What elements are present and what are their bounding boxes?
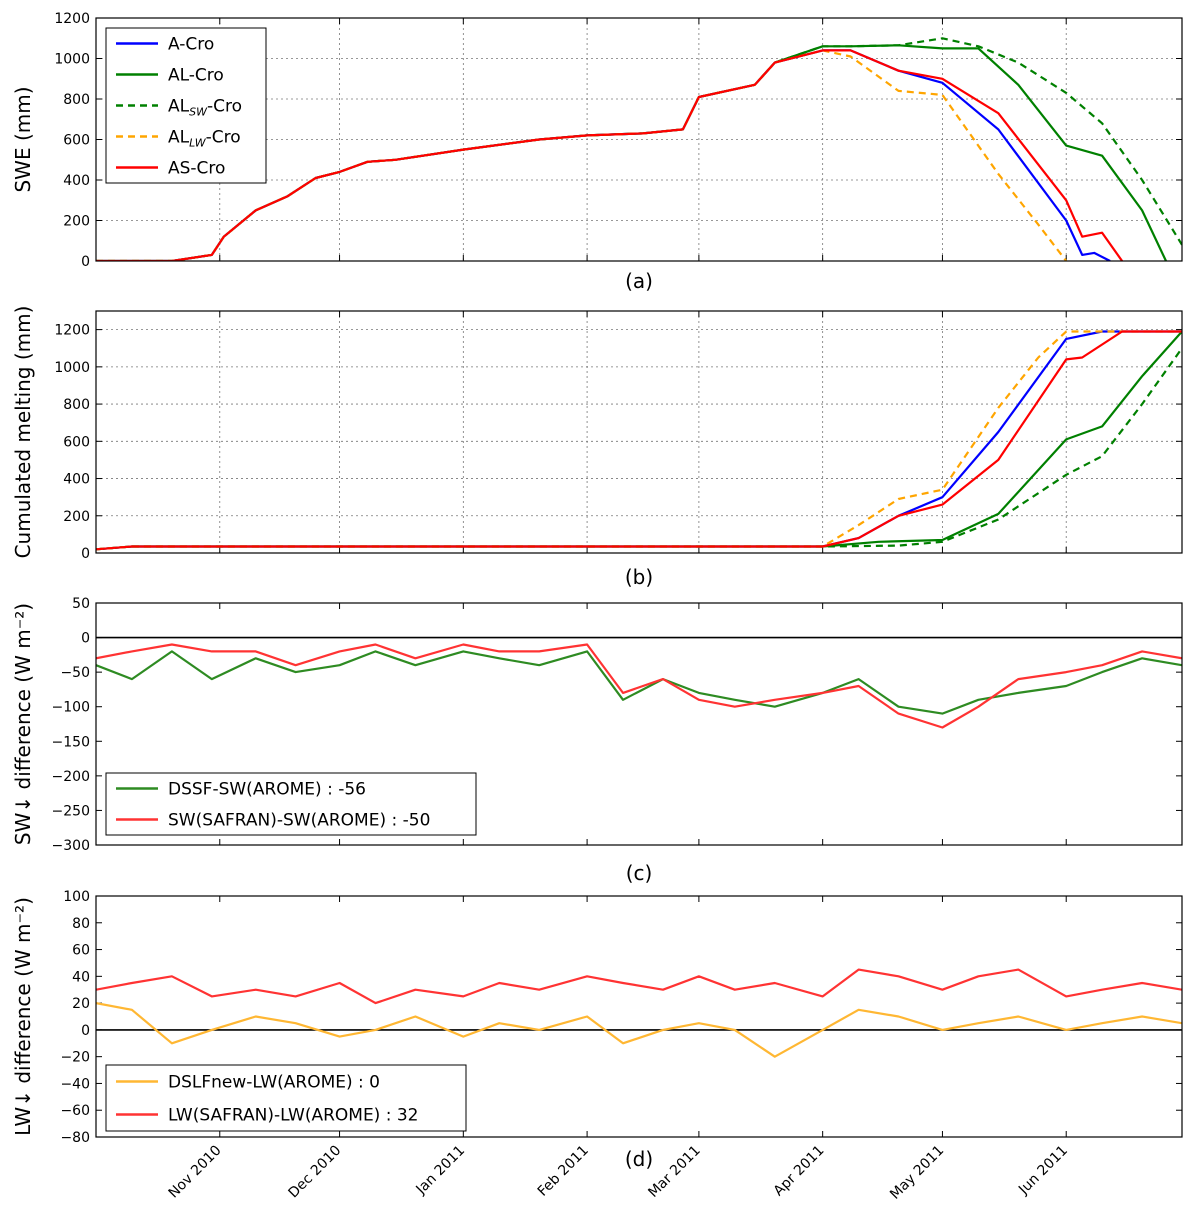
y-tick-label: −20 (60, 1050, 90, 1066)
y-tick-label: 800 (63, 397, 90, 413)
y-tick-label: 0 (81, 631, 90, 647)
y-axis-label: LW↓ difference (W m⁻²) (11, 897, 35, 1136)
legend-box (105, 772, 477, 836)
panel-d-lw-difference: −80 −60 −40 −20 0 20 40 60 80 100 LW↓ difference (… (11, 889, 1183, 1203)
y-tick-label: −200 (52, 769, 90, 785)
series-line-al-lw-cro (96, 49, 1068, 261)
y-tick-label: 0 (81, 254, 90, 270)
panel-c-sw-difference: −300 −250 −200 −150 −100 −50 0 50 SW↓ difference… (11, 596, 1183, 885)
legend: A-Cro AL-Cro ALSW-Cro ALLW-Cro AS-Cro (105, 27, 267, 184)
axes-frame (95, 602, 1183, 846)
y-tick-label: 600 (63, 133, 90, 149)
series-line-al-sw-cro (96, 347, 1182, 551)
panel-caption: (b) (625, 565, 653, 589)
panel-caption: (d) (625, 1147, 653, 1171)
legend-label: SW(SAFRAN)-SW(AROME) : -50 (168, 811, 430, 831)
y-tick-label: −50 (60, 665, 90, 681)
y-tick-label: 100 (63, 889, 90, 905)
series-group (96, 643, 1182, 729)
y-tick-label: 400 (63, 173, 90, 189)
y-tick-label: 800 (63, 92, 90, 108)
series-group (96, 968, 1182, 1058)
y-tick-label: 400 (63, 472, 90, 488)
axes-frame (95, 17, 1183, 262)
y-tick-label: 40 (72, 969, 90, 985)
y-tick-label: −100 (52, 700, 90, 716)
x-tick-label: Mar 2011 (645, 1143, 703, 1201)
legend-label: AS-Cro (168, 159, 225, 179)
x-tick-label: Jun 2011 (1015, 1143, 1071, 1199)
x-tick-label: Dec 2010 (286, 1143, 345, 1202)
x-tick-label: May 2011 (887, 1143, 947, 1203)
series-group (96, 330, 1182, 551)
y-tick-label: −40 (60, 1076, 90, 1092)
legend-box (105, 1064, 467, 1132)
y-axis-label: SW↓ difference (W m⁻²) (11, 603, 35, 845)
y-tick-label: −250 (52, 803, 90, 819)
x-tick-label: Apr 2011 (771, 1143, 828, 1200)
panel-caption: (a) (625, 269, 653, 293)
y-tick-label: 200 (63, 214, 90, 230)
legend: DSSF-SW(AROME) : -56 SW(SAFRAN)-SW(AROME)… (105, 772, 477, 836)
series-line-lw-safran-lw-arome-32 (96, 968, 1182, 1005)
legend-label: AL-Cro (168, 66, 224, 86)
y-tick-label: 50 (72, 596, 90, 612)
series-line-dssf-sw-arome-56 (96, 650, 1182, 715)
series-line-as-cro (96, 49, 1123, 261)
plot-area (96, 311, 1182, 553)
series-group (96, 37, 1182, 261)
legend: DSLFnew-LW(AROME) : 0 LW(SAFRAN)-LW(AROME… (105, 1064, 467, 1132)
legend-label: LW(SAFRAN)-LW(AROME) : 32 (168, 1106, 418, 1126)
panel-b-cumulated-melting: 0 200 400 600 800 1000 1200 Cumulated melting (… (11, 306, 1183, 589)
axes-frame (95, 310, 1183, 554)
y-tick-label: 600 (63, 434, 90, 450)
y-tick-label: 1000 (54, 360, 90, 376)
x-tick-label: Nov 2010 (166, 1143, 225, 1202)
y-tick-label: −300 (52, 838, 90, 854)
y-tick-label: 0 (81, 1023, 90, 1039)
legend-label: DSSF-SW(AROME) : -56 (168, 780, 366, 800)
y-tick-label: 1200 (54, 11, 90, 27)
x-tick-label: Feb 2011 (535, 1143, 592, 1200)
y-tick-label: 20 (72, 996, 90, 1012)
y-tick-label: 1200 (54, 323, 90, 339)
y-tick-label: 200 (63, 509, 90, 525)
series-line-as-cro (96, 330, 1182, 551)
series-line-dslfnew-lw-arome-0 (96, 1002, 1182, 1058)
axes-frame (95, 895, 1183, 1138)
y-tick-label: −80 (60, 1130, 90, 1146)
panel-caption: (c) (626, 861, 653, 885)
y-axis-label: Cumulated melting (mm) (11, 306, 35, 559)
y-tick-label: 60 (72, 943, 90, 959)
y-tick-label: −60 (60, 1103, 90, 1119)
series-line-sw-safran-sw-arome-50 (96, 643, 1182, 729)
y-tick-label: 0 (81, 546, 90, 562)
y-tick-label: −150 (52, 734, 90, 750)
y-tick-label: 80 (72, 916, 90, 932)
x-tick-label: Jan 2011 (413, 1143, 469, 1199)
panel-a-swe: 0 200 400 600 800 1000 1200 SWE (mm) (a) A-Cro AL-… (11, 11, 1183, 293)
legend-label: DSLFnew-LW(AROME) : 0 (168, 1073, 380, 1093)
legend-label: ALLW-Cro (168, 128, 241, 150)
legend-label: ALSW-Cro (168, 97, 242, 119)
legend-label: A-Cro (168, 35, 214, 55)
y-axis-label: SWE (mm) (11, 86, 35, 192)
y-tick-label: 1000 (54, 52, 90, 68)
